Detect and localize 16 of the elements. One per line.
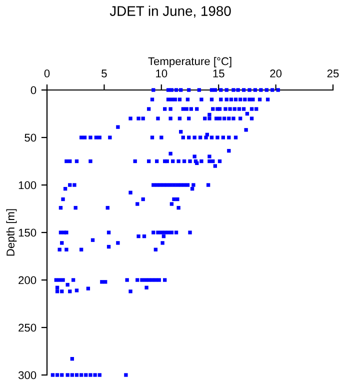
chart-title: JDET in June, 1980 (110, 6, 231, 18)
y-tick-label: 200 (18, 276, 36, 284)
x-tick-label: 5 (102, 70, 107, 78)
y-tick-label: 100 (18, 181, 36, 190)
y-axis-title: Depth [m] (6, 209, 17, 256)
y-tick-label: 150 (18, 228, 36, 237)
x-tick-label: 15 (213, 70, 224, 78)
y-tick-label: 50 (24, 134, 36, 142)
x-axis-title: Temperature [°C] (148, 57, 232, 68)
y-tick-label: 0 (30, 86, 36, 94)
y-tick-label: 300 (18, 371, 36, 380)
y-tick-label: 250 (18, 324, 36, 332)
x-tick-label: 10 (156, 70, 168, 78)
x-tick-label: 20 (270, 70, 282, 78)
x-tick-label: 25 (327, 70, 339, 78)
x-tick-label: 0 (44, 70, 50, 78)
